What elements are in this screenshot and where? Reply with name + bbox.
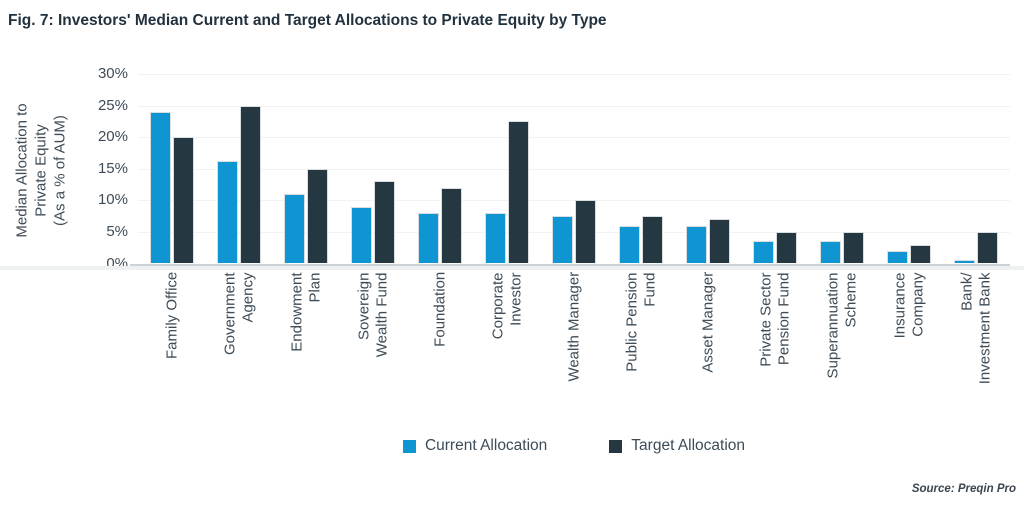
- bar-target-allocation-insurance-company: [910, 244, 932, 264]
- y-tick-25pct: 25%: [97, 96, 128, 114]
- bar-current-allocation-wealth-manager: [552, 216, 573, 264]
- x-axis-line: [130, 263, 1010, 266]
- legend-label-target-allocation: Target Allocation: [631, 437, 746, 454]
- bar-target-allocation-sovereign-wealth-fund: [373, 181, 395, 264]
- bar-current-allocation-endowment-plan: [283, 194, 305, 264]
- y-tick-10pct: 10%: [97, 191, 128, 209]
- legend-item-target-allocation: Target Allocation: [609, 437, 745, 455]
- y-axis-title-line-3: (As a % of AUM): [51, 115, 69, 226]
- bar-current-allocation-sovereign-wealth-fund: [350, 206, 372, 264]
- bar-target-allocation-public-pension-fund: [642, 216, 664, 264]
- x-label-public-pension-fund: Public Pension Fund: [623, 272, 659, 372]
- y-tick-5pct: 5%: [106, 222, 128, 240]
- x-label-sovereign-wealth-fund: Sovereign Wealth Fund: [355, 272, 390, 357]
- bar-target-allocation-bank-investment-bank: [977, 231, 999, 264]
- y-tick-20pct: 20%: [97, 128, 128, 146]
- x-label-endowment-plan: Endowment Plan: [288, 272, 323, 352]
- chart-title: Fig. 7: Investors' Median Current and Ta…: [8, 12, 607, 29]
- x-label-wealth-manager: Wealth Manager: [565, 272, 583, 382]
- gridline-30pct: [138, 73, 1010, 75]
- y-axis-title-line-1: Median Allocation to: [13, 103, 31, 238]
- bar-current-allocation-bank-investment-bank: [954, 260, 976, 264]
- y-tick-15pct: 15%: [97, 159, 128, 177]
- bar-current-allocation-family-office: [149, 111, 171, 264]
- bar-current-allocation-foundation: [417, 212, 439, 264]
- bar-target-allocation-asset-manager: [709, 219, 731, 264]
- x-label-private-sector-pension-fund: Private Sector Pension Fund: [757, 272, 793, 367]
- x-label-superannuation-scheme: Superannuation Scheme: [824, 272, 860, 378]
- x-label-bank-investment-bank: Bank/ Investment Bank: [958, 272, 994, 384]
- gridline-15pct: [138, 168, 1010, 170]
- bar-target-allocation-corporate-investor: [507, 121, 529, 264]
- y-axis-title-line-2: Private Equity: [32, 124, 50, 217]
- bar-current-allocation-corporate-investor: [484, 212, 506, 264]
- legend-item-current-allocation: Current Allocation: [402, 437, 548, 455]
- bar-current-allocation-insurance-company: [887, 250, 909, 264]
- bar-target-allocation-foundation: [440, 187, 462, 264]
- bar-target-allocation-family-office: [172, 137, 194, 264]
- bar-current-allocation-superannuation-scheme: [820, 241, 842, 264]
- x-label-corporate-investor: Corporate Investor: [489, 272, 524, 339]
- legend-swatch-current-allocation: [402, 439, 416, 453]
- gridline-5pct: [138, 231, 1010, 233]
- x-label-government-agency: Government Agency: [221, 272, 256, 355]
- bar-target-allocation-government-agency: [239, 105, 261, 264]
- y-tick-30pct: 30%: [97, 64, 128, 82]
- bar-target-allocation-wealth-manager: [575, 200, 596, 264]
- gridline-20pct: [138, 137, 1010, 139]
- bar-target-allocation-superannuation-scheme: [843, 231, 865, 264]
- bar-target-allocation-endowment-plan: [306, 168, 328, 264]
- x-label-asset-manager: Asset Manager: [699, 272, 717, 373]
- bar-current-allocation-private-sector-pension-fund: [753, 241, 775, 264]
- x-label-insurance-company: Insurance Company: [891, 272, 927, 338]
- bar-current-allocation-public-pension-fund: [619, 225, 641, 264]
- y-axis-title: Median Allocation to Private Equity (As …: [13, 56, 70, 286]
- x-label-family-office: Family Office: [162, 272, 180, 360]
- legend-swatch-target-allocation: [609, 439, 623, 453]
- x-axis-shadow: [0, 265, 1024, 270]
- gridline-25pct: [138, 105, 1010, 107]
- legend: Current Allocation Target Allocation: [138, 437, 1010, 455]
- bar-current-allocation-government-agency: [216, 160, 238, 264]
- source-credit: Source: Preqin Pro: [911, 483, 1016, 495]
- bar-current-allocation-asset-manager: [686, 225, 708, 264]
- x-label-foundation: Foundation: [431, 272, 449, 348]
- bar-target-allocation-private-sector-pension-fund: [776, 231, 798, 264]
- gridline-10pct: [138, 200, 1010, 202]
- legend-label-current-allocation: Current Allocation: [424, 437, 548, 454]
